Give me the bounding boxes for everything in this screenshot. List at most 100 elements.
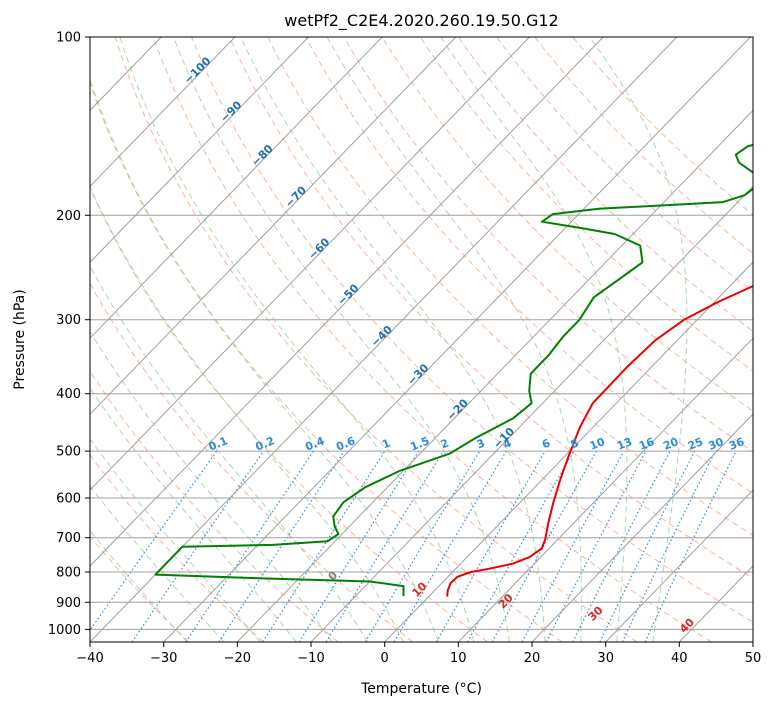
overlay-labels: 0.1 0.2 0.4 0.6 1 1.5 2 3 4 6 8 10 13 16 20 25 30 3601020… bbox=[182, 54, 747, 635]
mixing-ratio-line bbox=[131, 450, 265, 642]
dry-adiabat-line bbox=[534, 37, 753, 254]
isotherm-line bbox=[90, 37, 530, 491]
isotherm-line bbox=[90, 37, 236, 188]
dry-adiabat-line bbox=[229, 37, 753, 579]
y-tick-label: 600 bbox=[56, 492, 81, 507]
x-tick-label: −30 bbox=[150, 651, 177, 666]
moist-adiabat-label: −30 bbox=[405, 361, 432, 388]
moist-adiabat-line bbox=[440, 37, 628, 642]
moist-adiabat-label: −80 bbox=[249, 142, 276, 169]
y-tick-label: 800 bbox=[56, 566, 81, 581]
chart-title: wetPf2_C2E4.2020.260.19.50.G12 bbox=[284, 11, 558, 31]
x-axis: −40 −30 −20 −10 0 10 20 30 40 50 bbox=[76, 642, 761, 666]
isotherm-line bbox=[310, 185, 753, 642]
moist-adiabat-label: −50 bbox=[335, 281, 362, 308]
isotherm-line bbox=[752, 641, 753, 642]
moist-adiabat-line bbox=[90, 81, 440, 642]
dry-adiabat-label: 40 bbox=[677, 615, 697, 635]
moist-adiabat-line bbox=[326, 37, 582, 642]
temperature-line bbox=[446, 284, 753, 597]
dry-adiabat-line bbox=[90, 78, 563, 642]
x-axis-label: Temperature (°C) bbox=[360, 681, 482, 697]
mixing-ratio-line bbox=[435, 450, 546, 642]
sounding-series bbox=[154, 143, 753, 597]
dry-adiabat-line bbox=[572, 37, 753, 216]
y-tick-label: 500 bbox=[56, 445, 81, 460]
moist-adiabat-label: −90 bbox=[218, 98, 245, 125]
moist-adiabat-line bbox=[90, 185, 404, 642]
dry-adiabat-line bbox=[114, 37, 638, 642]
dry-adiabat-line bbox=[191, 37, 753, 623]
y-tick-label: 200 bbox=[56, 209, 81, 224]
x-tick-label: 50 bbox=[745, 651, 762, 666]
moist-adiabat-line bbox=[119, 37, 475, 642]
plot-frame bbox=[89, 36, 754, 643]
mixing-ratio-line bbox=[364, 450, 481, 642]
mixing-ratio-label: 3 bbox=[475, 436, 487, 451]
moist-adiabat-label: −60 bbox=[306, 235, 333, 262]
mixing-ratio-label: 25 bbox=[686, 435, 705, 453]
moist-adiabat-line bbox=[90, 438, 261, 642]
x-tick-label: 40 bbox=[671, 651, 688, 666]
dry-adiabat-line bbox=[305, 37, 753, 494]
dry-adiabat-line bbox=[381, 37, 753, 412]
y-tick-label: 100 bbox=[56, 31, 81, 46]
dry-adiabat-line bbox=[90, 370, 339, 642]
moist-adiabat-line bbox=[173, 37, 510, 642]
mixing-ratio-line bbox=[466, 450, 575, 642]
mixing-ratio-line bbox=[644, 450, 737, 642]
isotherm-line bbox=[531, 413, 753, 642]
mixing-ratio-label: 1 bbox=[380, 436, 392, 451]
x-tick-label: 30 bbox=[597, 651, 614, 666]
mixing-ratio-line bbox=[621, 450, 716, 642]
x-tick-label: 10 bbox=[450, 651, 467, 666]
mixing-ratio-line bbox=[298, 450, 420, 642]
y-tick-label: 400 bbox=[56, 387, 81, 402]
x-tick-label: −20 bbox=[224, 651, 251, 666]
mixing-ratio-line bbox=[521, 450, 625, 642]
mixing-ratio-label: 20 bbox=[661, 435, 680, 453]
y-tick-label: 300 bbox=[56, 313, 81, 328]
dry-adiabat-line bbox=[152, 37, 712, 642]
isobars bbox=[90, 37, 753, 630]
isotherm-line bbox=[90, 37, 309, 263]
mixing-ratio-line bbox=[599, 450, 696, 642]
moist-adiabat-line bbox=[90, 485, 225, 642]
dry-adiabat-line bbox=[419, 37, 753, 372]
dry-adiabat-label: 30 bbox=[586, 603, 606, 623]
mixing-ratio-label: 13 bbox=[615, 435, 634, 453]
mixing-ratio-line bbox=[325, 450, 445, 642]
isotherm-line bbox=[163, 37, 751, 642]
mixing-ratio-label: 6 bbox=[540, 436, 552, 451]
moist-adiabat-line bbox=[90, 387, 297, 642]
moist-adiabat-label: −100 bbox=[182, 54, 214, 86]
isotherm-line bbox=[605, 489, 753, 642]
x-tick-label: −10 bbox=[297, 651, 324, 666]
isotherms bbox=[90, 37, 753, 642]
y-tick-label: 700 bbox=[56, 531, 81, 546]
dewpoint-line bbox=[154, 143, 753, 596]
isotherm-line bbox=[384, 261, 753, 642]
moist-adiabat-label: −40 bbox=[368, 323, 395, 350]
mixing-ratio-label: 10 bbox=[588, 435, 607, 453]
plot-area: 0.1 0.2 0.4 0.6 1 1.5 2 3 4 6 8 10 13 16 20 25 30 3601020… bbox=[90, 37, 753, 642]
isotherm-line bbox=[236, 109, 753, 642]
isotherm-line bbox=[90, 37, 383, 339]
isotherm-line bbox=[457, 337, 753, 642]
mixing-ratio-label: 2 bbox=[439, 436, 451, 451]
x-tick-label: 0 bbox=[381, 651, 389, 666]
x-tick-label: −40 bbox=[76, 651, 103, 666]
mixing-ratio-label: 36 bbox=[727, 435, 746, 453]
mixing-ratio-line bbox=[90, 450, 218, 632]
mixing-ratio-line bbox=[262, 450, 386, 642]
dry-adiabat-line bbox=[90, 454, 264, 642]
isotherm-line bbox=[90, 37, 457, 415]
dry-adiabat-line bbox=[90, 187, 488, 642]
dry-adiabat-line bbox=[343, 37, 753, 453]
mixing-ratio-label: 30 bbox=[706, 435, 725, 453]
y-axis: 100 200 300 400 500 600 700 800 900 1000 bbox=[48, 31, 90, 638]
y-tick-label: 900 bbox=[56, 596, 81, 611]
moist-adiabat-line bbox=[589, 37, 688, 642]
dry-adiabat-label: 20 bbox=[496, 591, 516, 611]
